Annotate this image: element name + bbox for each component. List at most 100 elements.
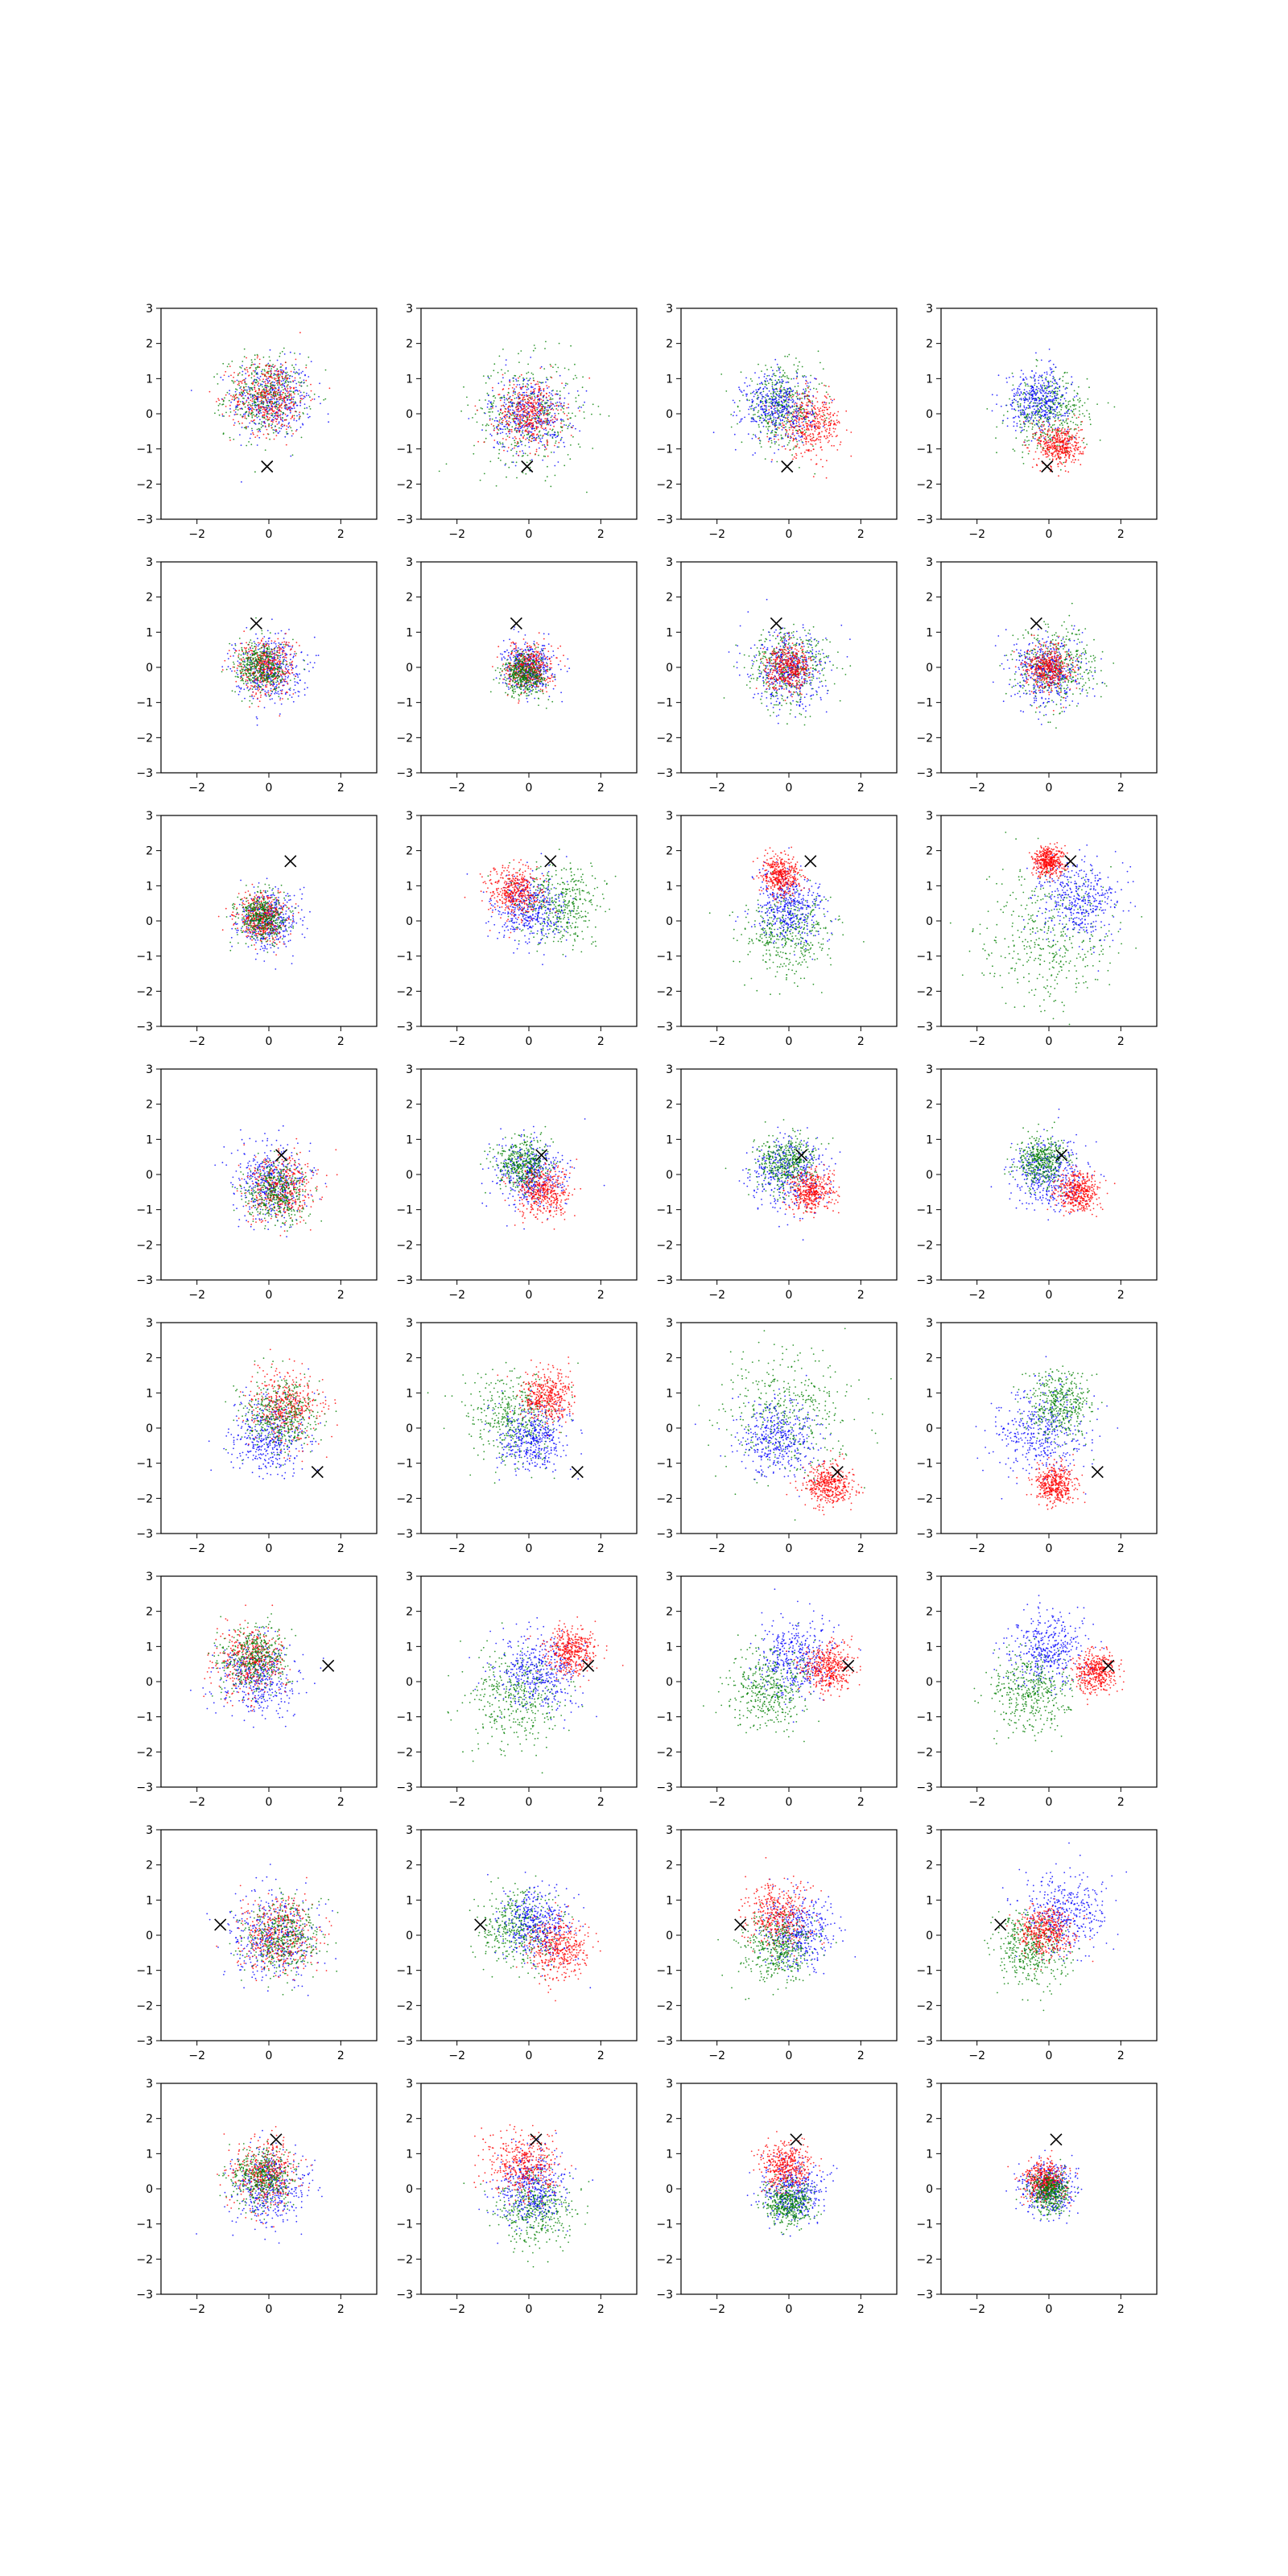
point-green	[599, 413, 601, 415]
point-red	[267, 371, 269, 374]
point-blue	[308, 416, 309, 419]
point-blue	[1032, 386, 1034, 388]
point-green	[478, 399, 481, 401]
point-green	[275, 393, 277, 395]
point-blue	[245, 394, 246, 397]
point-green	[1063, 372, 1066, 374]
point-green	[217, 409, 220, 411]
point-red	[810, 443, 811, 445]
point-red	[290, 398, 292, 401]
point-red	[275, 403, 278, 406]
point-blue	[760, 431, 762, 434]
point-green	[799, 415, 802, 417]
point-green	[557, 432, 559, 434]
point-green	[1062, 427, 1064, 429]
point-red	[798, 447, 800, 449]
point-blue	[783, 406, 785, 408]
point-red	[1071, 434, 1073, 436]
point-green	[252, 411, 254, 414]
point-blue	[1013, 398, 1015, 400]
point-blue	[282, 384, 284, 386]
point-red	[546, 393, 547, 394]
point-green	[285, 377, 287, 379]
point-blue	[1038, 411, 1040, 414]
point-red	[1022, 421, 1025, 423]
point-green	[231, 380, 233, 382]
point-green	[555, 402, 557, 404]
point-blue	[1042, 415, 1045, 417]
point-red	[824, 395, 826, 397]
point-red	[824, 418, 826, 419]
point-blue	[281, 402, 283, 404]
point-blue	[774, 419, 777, 421]
point-blue	[502, 417, 503, 419]
point-green	[258, 427, 260, 430]
point-blue	[1006, 382, 1008, 383]
point-red	[250, 420, 253, 422]
point-red	[294, 377, 296, 379]
point-red	[811, 444, 813, 446]
point-red	[539, 405, 541, 407]
point-blue	[1024, 412, 1026, 414]
point-red	[1059, 450, 1061, 452]
point-red	[254, 415, 256, 417]
point-blue	[505, 359, 507, 361]
point-red	[268, 419, 270, 421]
point-red	[766, 436, 769, 438]
point-red	[275, 390, 278, 393]
point-green	[818, 383, 820, 385]
point-blue	[508, 411, 510, 414]
point-red	[830, 433, 832, 436]
point-green	[266, 407, 269, 409]
point-green	[592, 403, 594, 406]
point-blue	[241, 481, 242, 483]
point-green	[766, 369, 768, 371]
point-red	[1053, 435, 1055, 436]
point-green	[486, 423, 488, 425]
point-red	[767, 440, 770, 443]
point-blue	[504, 464, 506, 466]
point-blue	[531, 386, 534, 388]
point-blue	[1023, 411, 1026, 412]
point-red	[528, 397, 530, 398]
y-tick-label: 2	[666, 338, 673, 351]
point-red	[305, 379, 308, 382]
point-red	[288, 425, 291, 427]
point-green	[250, 372, 253, 374]
point-blue	[517, 420, 519, 422]
point-green	[572, 412, 573, 415]
point-green	[779, 423, 782, 424]
point-red	[246, 371, 249, 373]
point-green	[222, 362, 225, 365]
point-green	[1024, 382, 1026, 384]
point-green	[489, 411, 491, 413]
point-red	[1071, 461, 1073, 463]
point-green	[1075, 404, 1077, 407]
point-red	[299, 332, 301, 334]
point-red	[247, 397, 249, 399]
point-blue	[770, 414, 772, 415]
point-red	[260, 395, 262, 398]
point-green	[224, 397, 225, 399]
point-green	[808, 386, 810, 387]
point-green	[1026, 430, 1028, 431]
point-red	[513, 417, 515, 419]
point-green	[253, 422, 255, 424]
point-red	[263, 413, 266, 415]
point-red	[524, 421, 526, 423]
point-blue	[778, 376, 781, 378]
point-green	[488, 408, 490, 411]
point-blue	[1038, 387, 1040, 390]
point-blue	[551, 405, 552, 407]
point-red	[279, 391, 281, 394]
point-blue	[1021, 409, 1023, 411]
point-green	[814, 473, 816, 475]
point-green	[784, 435, 786, 437]
point-green	[551, 398, 554, 400]
point-green	[520, 350, 522, 352]
point-red	[1038, 437, 1041, 440]
point-red	[231, 398, 233, 401]
point-red	[279, 396, 282, 398]
point-red	[260, 406, 262, 408]
point-red	[233, 410, 235, 411]
